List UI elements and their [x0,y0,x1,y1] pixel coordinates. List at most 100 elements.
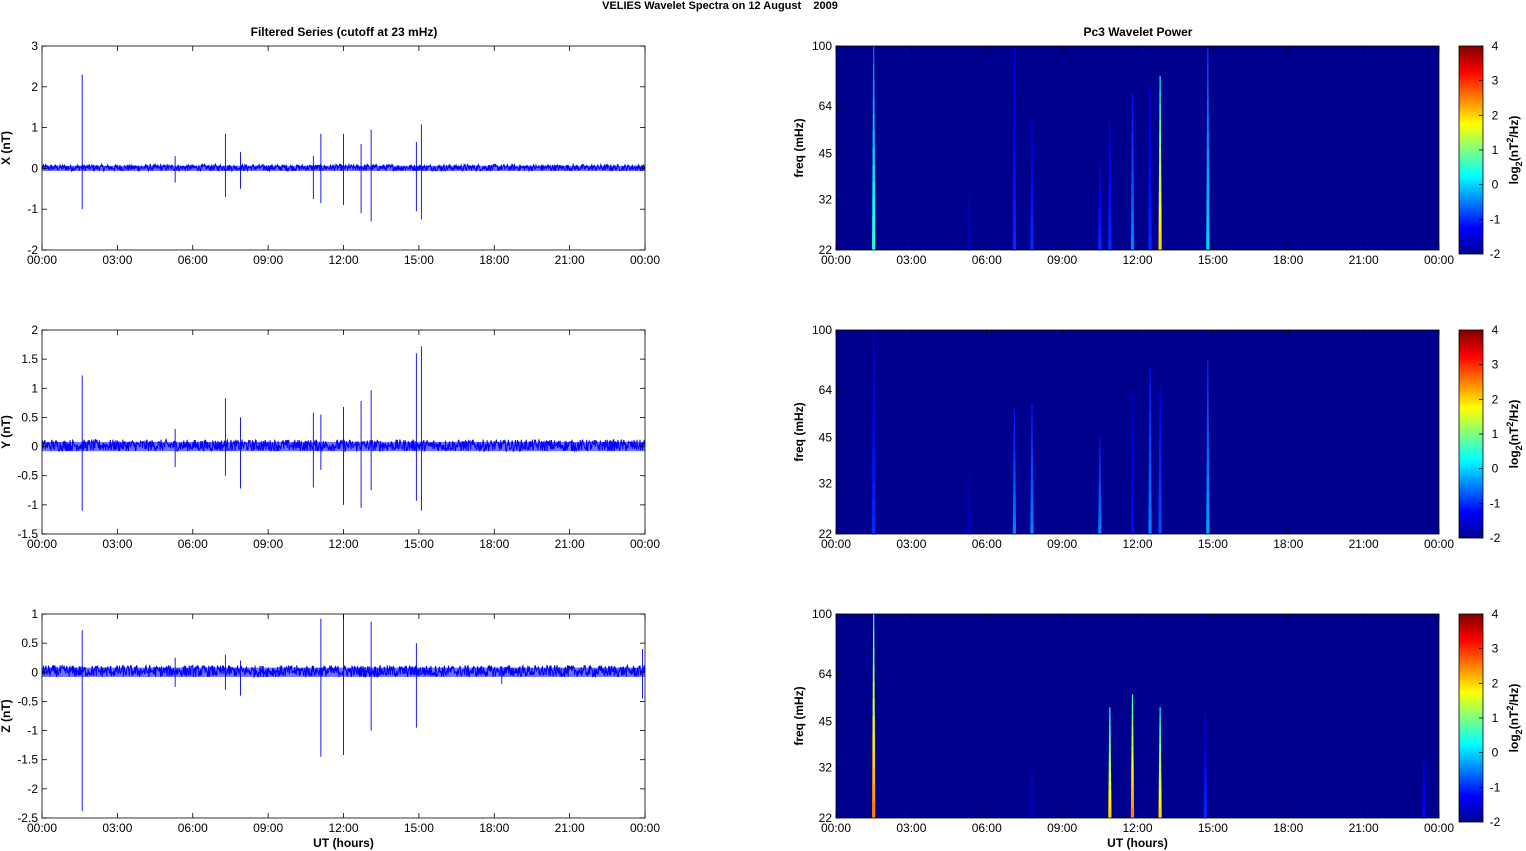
colorbar-tick-label: 3 [1492,74,1499,88]
y-tick-label: 0.5 [21,410,38,424]
burst-segment [1158,771,1162,782]
burst-segment [1108,173,1111,186]
x-tick-label: 00:00 [1424,821,1454,835]
burst-segment [1030,490,1034,502]
burst-segment [1423,760,1425,767]
burst-segment [1131,766,1134,778]
y-tick-label: 3 [31,39,38,53]
burst-segment [1013,492,1016,504]
burst-segment [1158,163,1162,179]
burst-segment [1149,410,1151,425]
burst-segment [1149,396,1151,411]
burst-segment [1108,808,1112,819]
burst-segment [1031,765,1033,772]
burst-segment [1206,115,1209,134]
burst-segment [1013,420,1016,432]
burst-segment [1131,694,1134,706]
burst-segment [1131,211,1134,225]
y-axis-label: Z (nT) [0,699,13,732]
burst-segment [872,398,875,416]
x-tick-label: 15:00 [1198,253,1228,267]
timeseries-panel-x: -2 -1 0 1 2 3 00:00 03:00 06:00 09:00 12:00 15:00 18… [0,39,660,267]
burst-segment [1131,159,1134,173]
burst-segment [1131,487,1134,500]
y-tick-label: 0.5 [21,636,38,650]
y-tick-label: 1 [31,121,38,135]
burst-segment [872,216,876,234]
burst-segment [1013,166,1016,184]
burst-segment [1204,721,1207,731]
colorbar-tick-label: 4 [1492,39,1499,53]
burst-segment [1108,744,1111,754]
colorbar-tick-label: 0 [1492,178,1499,192]
x-tick-label: 00:00 [630,253,660,267]
burst-segment [1013,182,1016,201]
burst-segment [1148,492,1152,507]
y-tick-label: -2.5 [17,811,38,825]
burst-segment [1030,217,1034,229]
burst-segment [1159,716,1161,727]
y-tick-label: 100 [812,323,832,337]
y-tick-label: 100 [812,39,832,53]
burst-segment [873,46,875,64]
burst-segment [1098,228,1102,236]
burst-segment [1130,510,1134,523]
burst-segment [1158,177,1162,193]
burst-segment [1204,739,1207,749]
burst-segment [1099,445,1101,455]
burst-segment [1423,771,1425,777]
x-tick-label: 21:00 [555,253,585,267]
x-tick-label: 00:00 [821,821,851,835]
burst-segment [968,487,971,493]
burst-segment [967,223,971,230]
burst-segment [1030,797,1034,803]
burst-segment [1206,476,1210,492]
burst-segment [1206,432,1209,448]
burst-segment [1131,787,1134,798]
y-tick-label: 0 [31,161,38,175]
colorbar-tick-label: -1 [1490,780,1501,794]
burst-segment [1131,745,1134,757]
burst-segment [1098,220,1102,229]
x-tick-label: 03:00 [102,537,132,551]
y-axis-label: X (nT) [0,131,13,165]
burst-segment [1159,105,1161,121]
burst-segment [1013,441,1016,453]
burst-segment [1206,505,1210,521]
burst-segment [1030,523,1034,535]
burst-segment [1131,406,1134,419]
burst-segment [1422,781,1425,788]
burst-segment [1030,173,1034,186]
burst-segment [1013,472,1016,484]
colorbar-tick-label: 4 [1492,607,1499,621]
y-axis-label: freq (mHz) [792,118,806,177]
burst-segment [1131,394,1134,407]
burst-segment [872,750,876,768]
burst-segment [873,330,875,348]
burst-segment [1130,237,1135,251]
burst-segment [1131,429,1134,442]
colorbar-tick-label: -1 [1490,496,1501,510]
burst-segment [872,801,876,819]
x-tick-label: 15:00 [404,821,434,835]
burst-segment [968,471,970,478]
y-tick-label: 1 [31,607,38,621]
burst-segment [1149,423,1152,439]
burst-segment [1130,807,1135,819]
burst-segment [872,233,876,251]
burst-segment [1206,447,1209,463]
burst-segment [1159,134,1162,150]
burst-segment [1158,461,1162,474]
burst-segment [1098,199,1101,207]
x-tick-label: 18:00 [479,253,509,267]
x-tick-label: 06:00 [972,253,1002,267]
burst-segment [1013,132,1016,150]
burst-segment [968,192,970,199]
burst-segment [1031,755,1033,762]
burst-segment [1131,94,1134,108]
burst-segment [1148,222,1152,237]
burst-segment [1108,781,1112,791]
y-tick-label: 32 [819,761,833,775]
burst-segment [1206,403,1209,419]
